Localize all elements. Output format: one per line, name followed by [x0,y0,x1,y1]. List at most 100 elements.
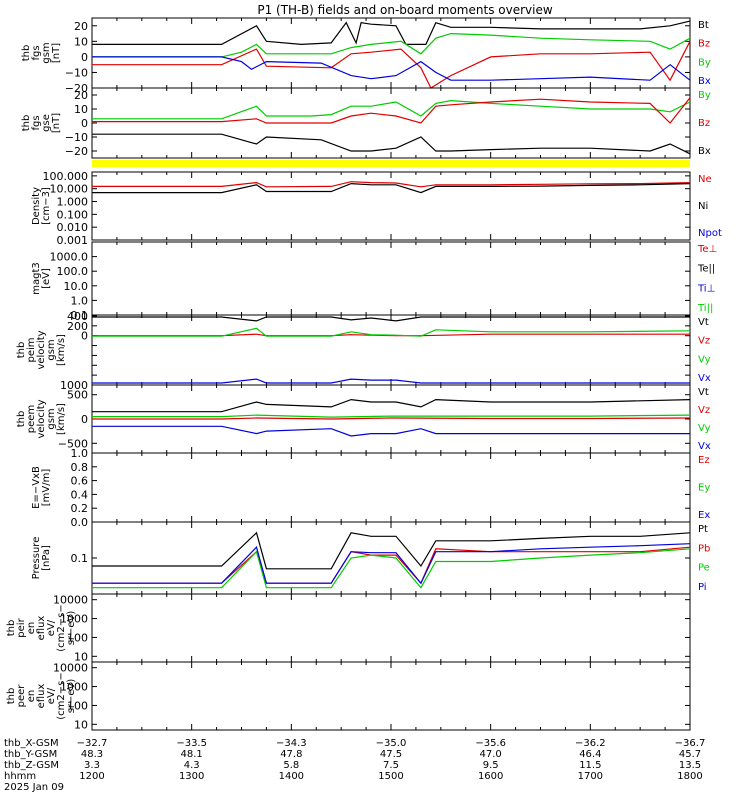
bottom-row-value: 48.3 [81,749,103,760]
y-axis-label-line: Pressure [31,537,42,580]
legend-vy: Vy [698,354,711,365]
series-vz [92,417,691,420]
y-tick-label: 0 [81,51,88,64]
panel-1: 20 10 0 −10 −20 thb fgs gsm [nT] Bt Bz By Bx [21,17,711,95]
legend-ex: Ex [698,510,710,521]
bottom-row-label: thb_X-GSM [4,738,59,749]
series-vy [92,327,691,337]
y-axis-label-line: thb [16,411,27,428]
y-tick-label: −20 [65,145,88,158]
y-tick-label: 0 [81,117,88,130]
legend-bz: Bz [698,39,710,50]
y-axis-label-line: peim [26,337,37,362]
y-axis-label-line: sr−eV) [66,611,77,646]
bottom-row-value: 1500 [378,771,403,782]
y-axis-label-line: gsm [46,339,57,360]
series-by [92,99,691,120]
series-ni [92,182,691,194]
y-tick-label: 0.100 [57,208,89,221]
y-axis-label: thb peim velocity gsm [km/s] [16,330,67,369]
y-axis-label-line: [mV/m] [41,469,52,507]
series-pt [92,531,691,570]
y-axis-label-line: fgs [31,115,42,130]
y-axis-label-line: thb [16,342,27,359]
series-vt [92,316,690,322]
y-axis-label-line: gsm [46,408,57,429]
y-axis-label: Pressure [nPa] [31,537,52,580]
legend-te⊥: Te⊥ [697,244,717,255]
y-axis-label-line: velocity [36,399,47,438]
y-axis-label-line: sr−eV) [66,679,77,714]
bottom-row-value: 13.5 [679,760,701,771]
y-tick-label: 0.6 [71,475,89,488]
series-vt [92,398,691,413]
legend-bt: Bt [698,20,709,31]
y-axis-label-line: peem [26,405,37,433]
bottom-row-value: −34.3 [276,738,307,749]
bottom-row-value: 47.5 [380,749,402,760]
legend-vz: Vz [698,336,710,347]
y-tick-label: 400 [67,310,88,323]
y-axis-label: thb peir en eflux eV/(cm2−s− sr−eV) [6,604,77,651]
y-axis-label-line: en [26,690,37,703]
bottom-row-value: 5.8 [283,760,299,771]
y-axis-label-line: thb [21,115,32,132]
bottom-row-value: 11.5 [579,760,601,771]
y-axis-label-line: Density [31,187,42,225]
y-axis-label: thb peer en eflux eV/(cm2−s− sr−eV) [6,672,77,719]
y-tick-label: 0 [81,413,88,426]
y-tick-label: 0 [81,330,88,343]
y-tick-label: 10 [74,103,88,116]
y-tick-label: 1000 [60,613,88,626]
y-axis-label-line: thb [6,620,17,637]
y-tick-label: 500 [67,389,88,402]
bottom-row-value: 47.8 [280,749,302,760]
legend-pe: Pe [698,563,710,574]
legend-te||: Te|| [697,264,715,275]
y-axis-label-line: peir [16,617,27,637]
bottom-row-value: −33.5 [176,738,207,749]
legend-vx: Vx [698,441,711,452]
y-tick-label: 10000 [53,594,88,607]
y-axis-label-line: velocity [36,330,47,369]
y-axis-label-line: eV/ [46,687,57,704]
series-pe [92,548,691,589]
bottom-row-value: 9.5 [483,760,499,771]
series-vx [92,425,690,437]
legend-vz: Vz [698,405,710,416]
bottom-row-value: 4.3 [184,760,200,771]
legend-ez: Ez [698,455,710,466]
bottom-row-value: 3.3 [84,760,100,771]
y-tick-label: 0.4 [71,488,89,501]
legend-ey: Ey [698,483,710,494]
y-axis-label-line: en [26,622,37,635]
y-tick-label: 10 [74,718,88,731]
y-axis-label-line: magt3 [31,262,42,295]
bottom-row-value: −36.7 [675,738,706,749]
series-by [92,32,691,58]
bottom-axis: thb_X-GSM −32.7 −33.5 −34.3 −35.0 −35.6 −36.2 −… [4,738,705,793]
y-tick-label: 20 [74,89,88,102]
bottom-row-value: 1400 [279,771,304,782]
y-axis-label-line: gsm [41,42,52,63]
y-axis-label-line: thb [21,45,32,62]
legend-ne: Ne [698,174,712,185]
bottom-row-value: −36.2 [575,738,606,749]
y-tick-label: −10 [65,131,88,144]
bottom-row-value: 48.1 [181,749,203,760]
date-label: 2025 Jan 09 [4,782,64,793]
y-tick-label: 1000.0 [50,251,89,264]
y-axis-label-line: [nPa] [41,545,52,571]
y-axis-label-line: thb [6,688,17,705]
series-pi [92,543,691,585]
y-axis-label-line: peer [16,684,27,708]
y-axis-label: E=−VxB [mV/m] [31,466,52,509]
bottom-row-value: 1700 [578,771,603,782]
y-axis-label-line: eV/ [46,619,57,636]
y-axis-label: magt3 [eV] [31,262,52,295]
bottom-row-value: 1600 [478,771,503,782]
bottom-row-label: thb_Z-GSM [4,760,59,771]
y-axis-label-line: [cm−3] [41,187,52,225]
